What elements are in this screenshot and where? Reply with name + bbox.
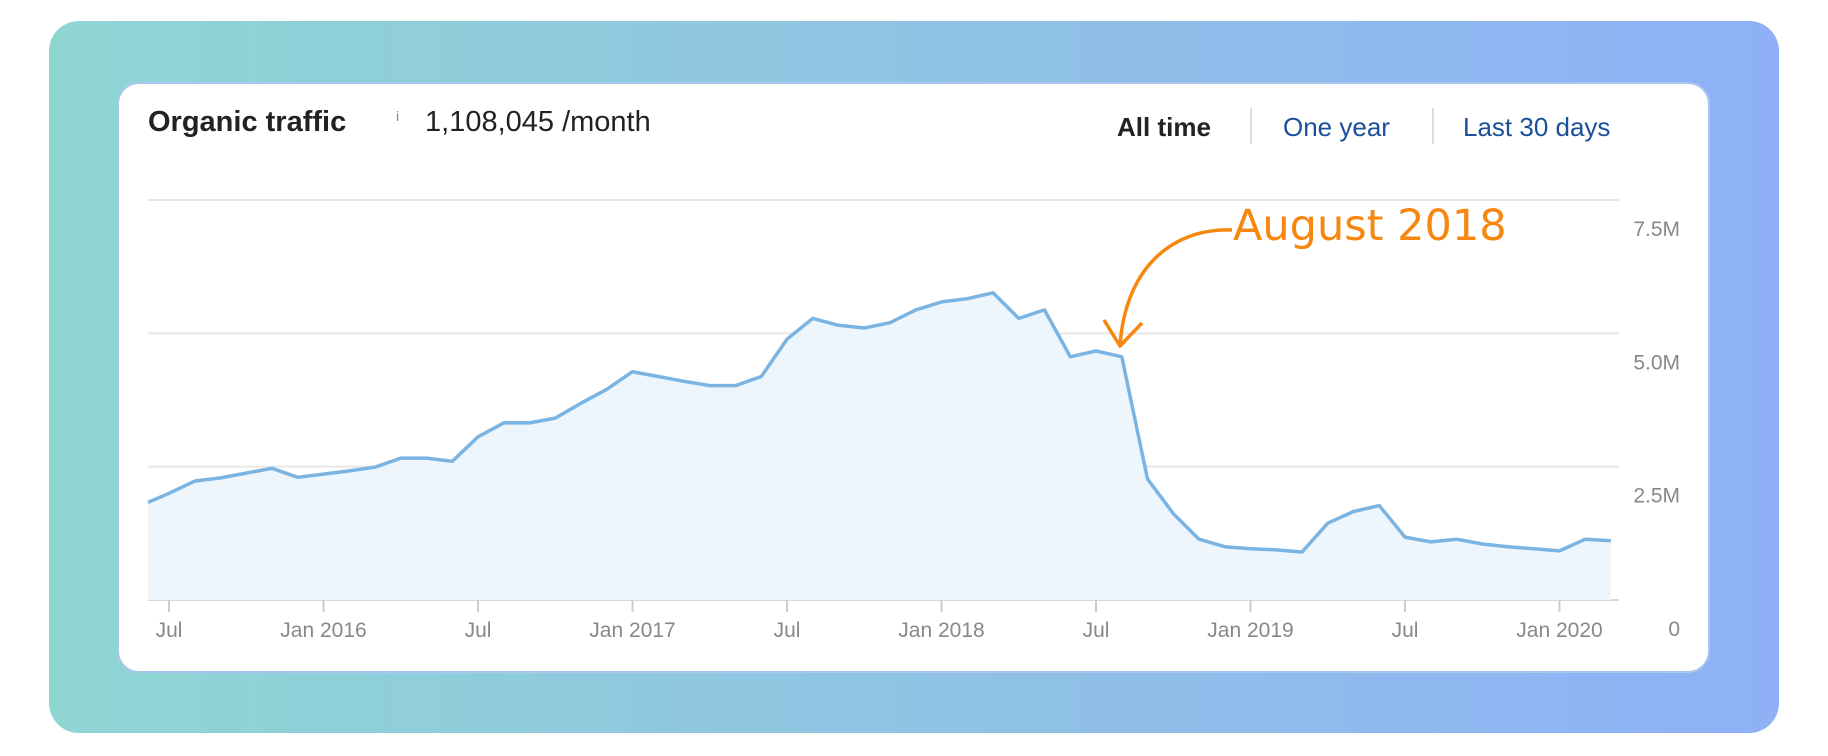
- tab-divider: [1250, 108, 1252, 144]
- info-icon[interactable]: i: [396, 108, 400, 124]
- x-tick-label: Jul: [1083, 619, 1110, 642]
- tab-one-year[interactable]: One year: [1283, 112, 1390, 142]
- y-tick-label: 7.5M: [1633, 218, 1680, 241]
- x-tick-label: Jan 2018: [898, 619, 984, 642]
- annotation-label: August 2018: [1233, 201, 1507, 251]
- y-tick-label: 0: [1668, 618, 1680, 641]
- y-tick-label: 2.5M: [1633, 485, 1680, 508]
- chart-title: Organic traffic: [148, 106, 347, 138]
- traffic-line: [147, 291, 1612, 554]
- annotation-arrow: [1118, 228, 1233, 347]
- tab-divider: [1432, 108, 1434, 144]
- x-tick-label: Jul: [465, 619, 492, 642]
- x-tick-label: Jan 2016: [280, 619, 366, 642]
- x-tick-label: Jul: [1392, 619, 1419, 642]
- y-tick-label: 5.0M: [1633, 351, 1680, 374]
- x-tick-label: Jan 2020: [1516, 619, 1602, 642]
- area-fill: [148, 292, 1611, 600]
- x-tick-label: Jan 2017: [589, 619, 675, 642]
- traffic-total: 1,108,045 /month: [425, 106, 651, 138]
- tab-all-time[interactable]: All time: [1117, 112, 1211, 142]
- tab-last-30-days[interactable]: Last 30 days: [1463, 112, 1611, 142]
- x-tick-label: Jul: [156, 619, 183, 642]
- x-tick-label: Jul: [774, 619, 801, 642]
- x-tick-label: Jan 2019: [1207, 619, 1293, 642]
- arrow-head-icon: [1102, 319, 1144, 348]
